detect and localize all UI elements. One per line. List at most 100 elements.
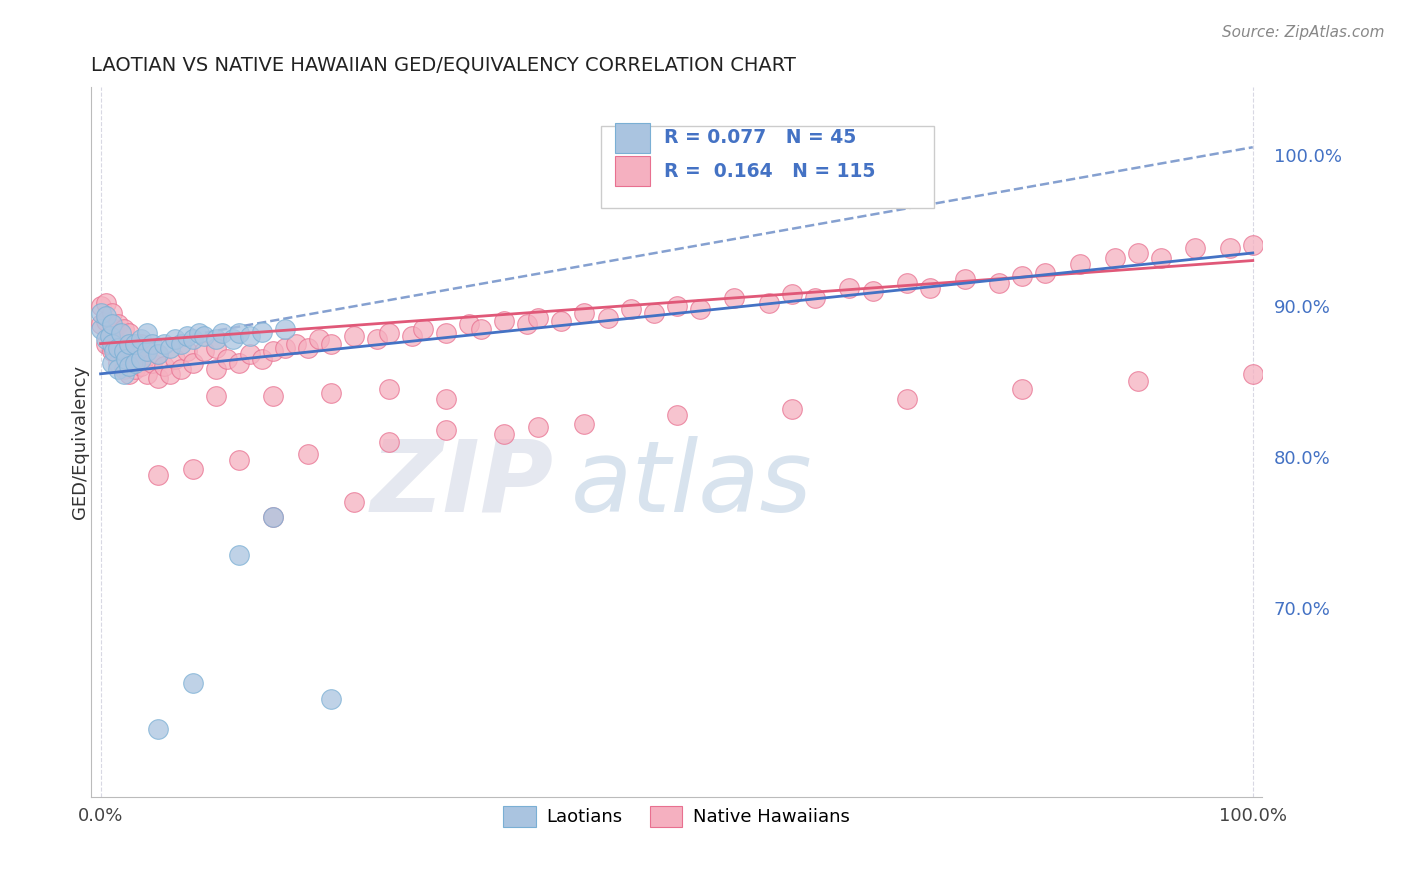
Point <box>516 317 538 331</box>
Text: atlas: atlas <box>571 436 813 533</box>
Point <box>366 332 388 346</box>
Point <box>176 344 198 359</box>
Point <box>124 356 146 370</box>
Point <box>1126 246 1149 260</box>
Point <box>101 326 124 340</box>
Point <box>181 676 204 690</box>
Point <box>434 326 457 340</box>
Point <box>274 341 297 355</box>
Point <box>780 401 803 416</box>
Point <box>262 510 284 524</box>
Point <box>96 336 118 351</box>
Point <box>758 295 780 310</box>
Point <box>262 344 284 359</box>
Point <box>90 317 112 331</box>
Point <box>596 310 619 325</box>
Point <box>112 362 135 376</box>
Point <box>239 329 262 343</box>
Point <box>665 408 688 422</box>
Point <box>434 423 457 437</box>
Point <box>148 347 170 361</box>
Point <box>96 310 118 324</box>
Point <box>217 351 239 366</box>
Point <box>297 447 319 461</box>
Point <box>118 344 141 359</box>
Point <box>107 317 129 331</box>
Point <box>377 434 399 449</box>
Point <box>124 362 146 376</box>
Point <box>112 341 135 355</box>
Point <box>492 314 515 328</box>
Point <box>148 468 170 483</box>
Point <box>643 306 665 320</box>
Point <box>141 336 163 351</box>
Point <box>176 329 198 343</box>
Point <box>115 351 138 366</box>
Point <box>101 344 124 359</box>
Point <box>1011 268 1033 283</box>
Point <box>665 299 688 313</box>
Point <box>107 356 129 370</box>
FancyBboxPatch shape <box>600 126 934 208</box>
Point <box>135 367 157 381</box>
Point <box>148 347 170 361</box>
Point <box>862 284 884 298</box>
Point <box>228 326 250 340</box>
Point <box>228 453 250 467</box>
Point <box>129 359 152 374</box>
Point <box>118 359 141 374</box>
FancyBboxPatch shape <box>614 123 650 153</box>
Point <box>262 510 284 524</box>
Point <box>1184 242 1206 256</box>
Point <box>222 332 245 346</box>
Point <box>124 336 146 351</box>
Point <box>153 336 176 351</box>
Point <box>896 392 918 407</box>
Point <box>148 371 170 385</box>
Point <box>101 306 124 320</box>
Point <box>103 321 125 335</box>
Point <box>112 321 135 335</box>
Point <box>148 722 170 736</box>
Point <box>153 359 176 374</box>
Point <box>250 325 273 339</box>
Point <box>239 347 262 361</box>
Point <box>723 291 745 305</box>
Point <box>193 329 215 343</box>
FancyBboxPatch shape <box>614 156 650 186</box>
Point <box>492 427 515 442</box>
Point <box>124 341 146 355</box>
Point <box>204 389 226 403</box>
Point <box>838 281 860 295</box>
Text: ZIP: ZIP <box>371 436 554 533</box>
Point <box>101 356 124 370</box>
Point <box>90 321 112 335</box>
Point <box>1104 251 1126 265</box>
Point <box>619 301 641 316</box>
Point <box>274 321 297 335</box>
Point <box>187 326 209 340</box>
Point <box>129 336 152 351</box>
Point <box>412 321 434 335</box>
Text: Source: ZipAtlas.com: Source: ZipAtlas.com <box>1222 25 1385 40</box>
Point <box>262 389 284 403</box>
Point <box>129 351 152 366</box>
Point <box>574 306 596 320</box>
Point <box>804 291 827 305</box>
Point <box>135 326 157 340</box>
Point <box>1035 266 1057 280</box>
Point <box>181 332 204 346</box>
Legend: Laotians, Native Hawaiians: Laotians, Native Hawaiians <box>496 798 858 834</box>
Point <box>96 314 118 328</box>
Point <box>297 341 319 355</box>
Text: R =  0.164   N = 115: R = 0.164 N = 115 <box>664 161 875 181</box>
Point <box>458 317 481 331</box>
Point <box>118 326 141 340</box>
Point <box>170 336 193 351</box>
Point <box>90 299 112 313</box>
Point <box>165 351 187 366</box>
Point <box>121 347 143 361</box>
Point <box>527 419 550 434</box>
Point <box>115 351 138 366</box>
Point <box>110 326 132 340</box>
